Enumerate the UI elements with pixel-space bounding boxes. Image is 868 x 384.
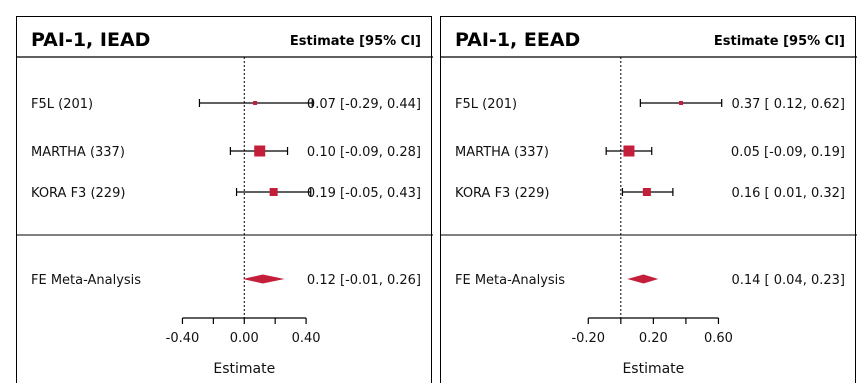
forest-plot-iead: PAI-1, IEAD Estimate [95% CI] F5L (201) 0.0…	[16, 16, 433, 383]
study-point-estimate	[679, 101, 684, 105]
plot-title: PAI-1, IEAD	[31, 29, 150, 51]
x-tick-label: -0.40	[166, 331, 200, 346]
study-point-estimate	[253, 101, 258, 105]
estimate-column-header: Estimate [95% CI]	[290, 34, 421, 49]
forest-plot-svg: PAI-1, IEAD Estimate [95% CI] F5L (201) 0.0…	[17, 29, 433, 377]
study-label: F5L (201)	[31, 97, 93, 112]
summary-diamond	[242, 274, 285, 284]
x-tick-label: 0.40	[292, 331, 321, 346]
study-point-estimate	[623, 145, 635, 157]
study-label: F5L (201)	[455, 97, 517, 112]
summary-diamond	[627, 274, 659, 284]
study-point-estimate	[254, 145, 266, 157]
study-estimate-text: 0.10 [-0.09, 0.28]	[307, 145, 421, 160]
x-tick-label: 0.20	[639, 331, 668, 346]
summary-estimate-text: 0.12 [-0.01, 0.26]	[307, 273, 421, 288]
study-point-estimate	[642, 188, 651, 196]
study-label: MARTHA (337)	[31, 145, 125, 160]
study-estimate-text: 0.07 [-0.29, 0.44]	[307, 97, 421, 112]
x-axis-title: Estimate	[213, 361, 275, 377]
x-tick-label: 0.00	[230, 331, 259, 346]
study-estimate-text: 0.05 [-0.09, 0.19]	[731, 145, 845, 160]
summary-label: FE Meta-Analysis	[455, 273, 565, 288]
study-label: KORA F3 (229)	[31, 186, 125, 201]
study-point-estimate	[269, 188, 278, 196]
study-label: MARTHA (337)	[455, 145, 549, 160]
forest-plot-eead: PAI-1, EEAD Estimate [95% CI] F5L (201) 0.3…	[440, 16, 857, 383]
study-estimate-text: 0.37 [ 0.12, 0.62]	[731, 97, 845, 112]
x-axis-title: Estimate	[622, 361, 684, 377]
forest-plot-svg: PAI-1, EEAD Estimate [95% CI] F5L (201) 0.3…	[441, 29, 857, 377]
summary-estimate-text: 0.14 [ 0.04, 0.23]	[731, 273, 845, 288]
summary-label: FE Meta-Analysis	[31, 273, 141, 288]
study-label: KORA F3 (229)	[455, 186, 549, 201]
plot-title: PAI-1, EEAD	[455, 29, 580, 51]
x-tick-label: -0.20	[571, 331, 605, 346]
x-tick-label: 0.60	[704, 331, 733, 346]
study-estimate-text: 0.16 [ 0.01, 0.32]	[731, 186, 845, 201]
study-estimate-text: 0.19 [-0.05, 0.43]	[307, 186, 421, 201]
estimate-column-header: Estimate [95% CI]	[714, 34, 845, 49]
